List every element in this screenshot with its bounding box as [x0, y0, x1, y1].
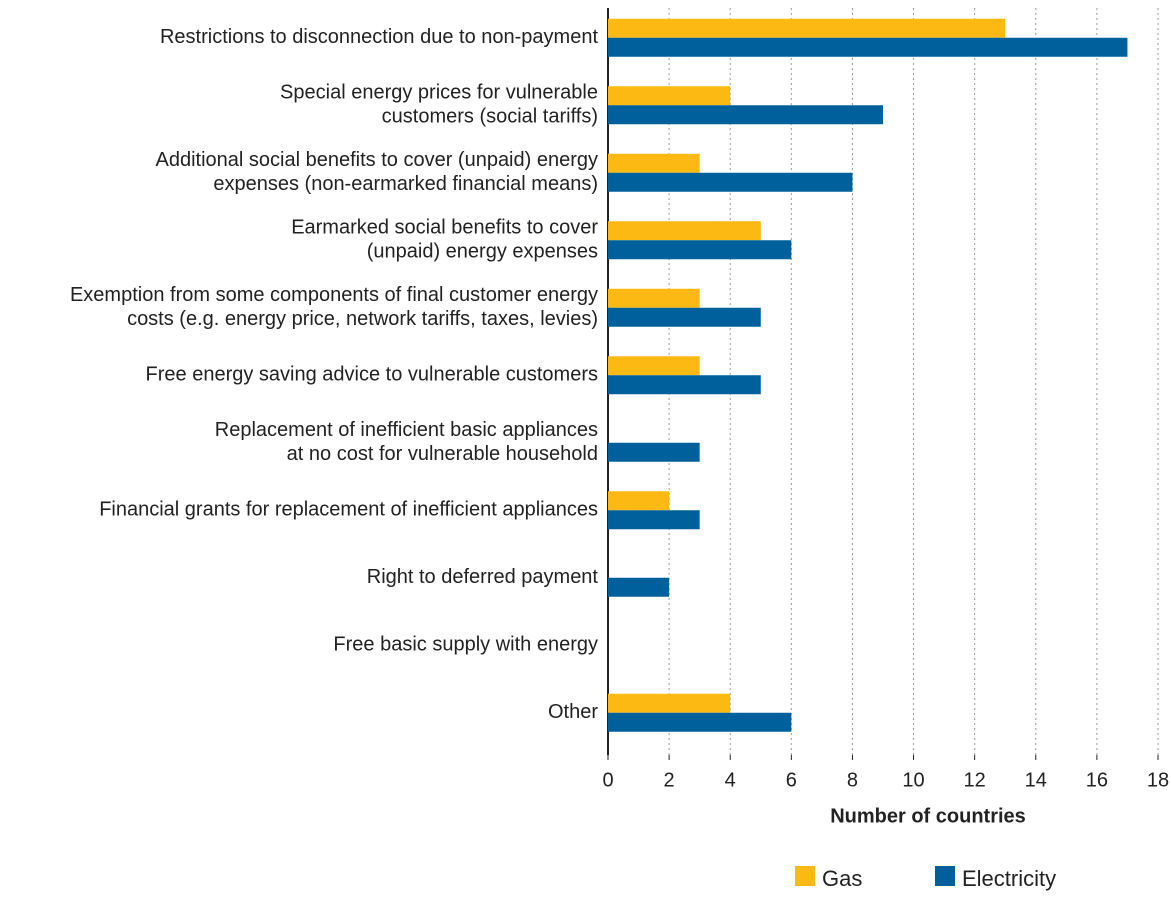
x-tick-label: 18: [1147, 769, 1169, 791]
y-tick-label: Restrictions to disconnection due to non…: [160, 26, 598, 48]
legend-label: Gas: [822, 866, 862, 891]
y-tick-label: Special energy prices for vulnerable cust…: [280, 82, 598, 128]
bar: [608, 221, 761, 241]
bar: [608, 356, 700, 376]
x-tick-label: 10: [902, 769, 924, 791]
bar: [608, 307, 761, 327]
bar: [608, 491, 670, 511]
bar: [608, 375, 761, 395]
x-tick-label: 4: [725, 769, 736, 791]
bar: [608, 172, 853, 192]
bar: [608, 577, 670, 597]
y-tick-label: Additional social benefits to cover (unp…: [156, 149, 598, 195]
y-tick-label: Free energy saving advice to vulnerable …: [146, 364, 598, 386]
x-tick-label: 8: [847, 769, 858, 791]
bar: [608, 153, 700, 173]
y-tick-label: Financial grants for replacement of inef…: [99, 499, 598, 521]
y-tick-label: Right to deferred payment: [367, 566, 599, 588]
x-tick-label: 0: [602, 769, 613, 791]
bar: [608, 442, 700, 462]
bar: [608, 288, 700, 308]
bar: [608, 18, 1006, 38]
x-tick-label: 12: [964, 769, 986, 791]
bar: [608, 37, 1128, 57]
y-tick-label: Replacement of inefficient basic applian…: [215, 419, 598, 465]
bar: [608, 240, 792, 260]
x-tick-label: 14: [1025, 769, 1047, 791]
y-tick-label: Free basic supply with energy: [333, 634, 598, 656]
bar: [608, 693, 731, 713]
x-axis-title: Number of countries: [830, 805, 1026, 827]
y-tick-label: Exemption from some components of final …: [70, 284, 598, 330]
y-tick-label: Other: [548, 701, 598, 723]
bar: [608, 86, 731, 106]
y-tick-label: Earmarked social benefits to cover (unpai…: [291, 217, 598, 263]
bar: [608, 510, 700, 530]
legend-label: Electricity: [962, 866, 1056, 891]
bar: [608, 105, 883, 125]
bar: [608, 712, 792, 732]
x-tick-label: 6: [786, 769, 797, 791]
x-tick-label: 16: [1086, 769, 1108, 791]
legend-swatch: [935, 866, 955, 886]
x-tick-label: 2: [664, 769, 675, 791]
legend-swatch: [795, 866, 815, 886]
